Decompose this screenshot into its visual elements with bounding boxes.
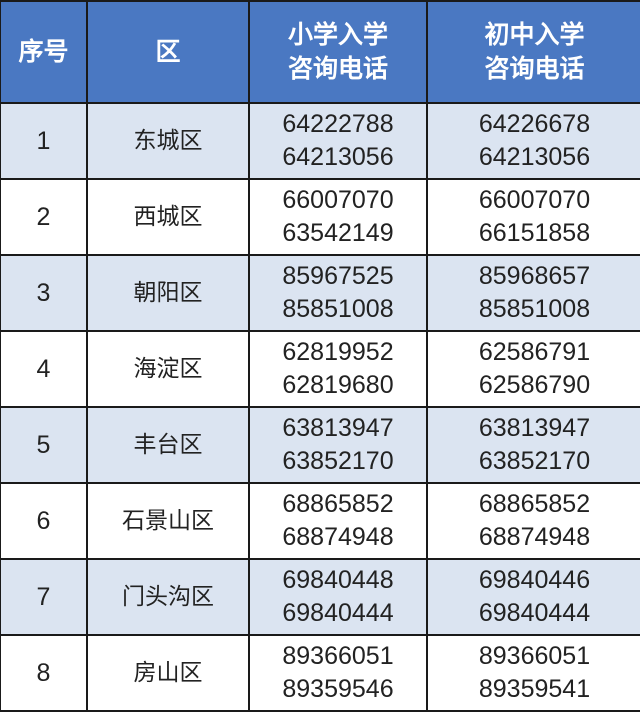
table-row: 4 海淀区 62819952 62819680 62586791 62586790	[0, 330, 640, 408]
row-number: 3	[0, 254, 88, 332]
row-number: 4	[0, 330, 88, 408]
row-number: 6	[0, 482, 88, 560]
phone-number: 66007070	[478, 186, 591, 214]
table-row: 8 房山区 89366051 89359546 89366051 89359541	[0, 634, 640, 712]
row-number: 1	[0, 102, 88, 180]
enrollment-phone-table: 序号 区 小学入学 咨询电话 初中入学 咨询电话 1 东城区 64222788 642…	[0, 0, 640, 712]
table-row: 3 朝阳区 85967525 85851008 85968657 85851008	[0, 254, 640, 332]
table-row: 2 西城区 66007070 63542149 66007070 66151858	[0, 178, 640, 256]
primary-phone-cell: 68865852 68874948	[248, 482, 428, 560]
primary-phone-cell: 66007070 63542149	[248, 178, 428, 256]
phone-number: 64213056	[478, 143, 591, 171]
table-row: 5 丰台区 63813947 63852170 63813947 63852170	[0, 406, 640, 484]
middle-phone-cell: 66007070 66151858	[426, 178, 640, 256]
phone-number: 69840444	[478, 599, 591, 627]
phone-number: 89366051	[478, 642, 591, 670]
phone-number: 68865852	[478, 490, 591, 518]
primary-phone-cell: 89366051 89359546	[248, 634, 428, 712]
phone-number: 85851008	[478, 295, 591, 323]
phone-number: 63852170	[478, 447, 591, 475]
middle-phone-cell: 64226678 64213056	[426, 102, 640, 180]
row-number: 8	[0, 634, 88, 712]
header-number: 序号	[0, 0, 88, 104]
district-name: 石景山区	[86, 482, 250, 560]
phone-number: 64222788	[282, 110, 394, 138]
table-row: 1 东城区 64222788 64213056 64226678 64213056	[0, 102, 640, 180]
phone-number: 85851008	[282, 295, 394, 323]
middle-phone-cell: 68865852 68874948	[426, 482, 640, 560]
phone-number: 68874948	[478, 523, 591, 551]
header-row: 序号 区 小学入学 咨询电话 初中入学 咨询电话	[0, 0, 640, 104]
phone-number: 62586791	[478, 338, 591, 366]
district-name: 东城区	[86, 102, 250, 180]
phone-number: 68865852	[282, 490, 394, 518]
middle-phone-cell: 85968657 85851008	[426, 254, 640, 332]
middle-phone-cell: 89366051 89359541	[426, 634, 640, 712]
phone-number: 85968657	[478, 262, 591, 290]
phone-number: 85967525	[282, 262, 394, 290]
phone-number: 64213056	[282, 143, 394, 171]
header-text: 初中入学	[484, 20, 585, 49]
row-number: 7	[0, 558, 88, 636]
phone-number: 63852170	[282, 447, 394, 475]
district-name: 朝阳区	[86, 254, 250, 332]
phone-number: 69840446	[478, 566, 591, 594]
phone-number: 66151858	[478, 219, 591, 247]
phone-number: 63813947	[478, 414, 591, 442]
table-row: 7 门头沟区 69840448 69840444 69840446 69840444	[0, 558, 640, 636]
table-row: 6 石景山区 68865852 68874948 68865852 68874948	[0, 482, 640, 560]
district-name: 丰台区	[86, 406, 250, 484]
phone-number: 89359541	[478, 675, 591, 703]
phone-number: 64226678	[478, 110, 591, 138]
header-district: 区	[86, 0, 250, 104]
phone-number: 89366051	[282, 642, 394, 670]
middle-phone-cell: 63813947 63852170	[426, 406, 640, 484]
middle-phone-cell: 62586791 62586790	[426, 330, 640, 408]
middle-phone-cell: 69840446 69840444	[426, 558, 640, 636]
primary-phone-cell: 69840448 69840444	[248, 558, 428, 636]
phone-number: 62586790	[478, 371, 591, 399]
phone-number: 62819680	[282, 371, 394, 399]
district-name: 海淀区	[86, 330, 250, 408]
row-number: 2	[0, 178, 88, 256]
phone-number: 62819952	[282, 338, 394, 366]
header-text: 咨询电话	[287, 54, 388, 83]
district-name: 房山区	[86, 634, 250, 712]
primary-phone-cell: 85967525 85851008	[248, 254, 428, 332]
row-number: 5	[0, 406, 88, 484]
district-name: 西城区	[86, 178, 250, 256]
header-text: 咨询电话	[484, 54, 585, 83]
header-text: 小学入学	[287, 20, 388, 49]
primary-phone-cell: 64222788 64213056	[248, 102, 428, 180]
phone-number: 63542149	[282, 219, 394, 247]
phone-number: 69840444	[282, 599, 394, 627]
header-middle-phone: 初中入学 咨询电话	[426, 0, 640, 104]
header-primary-phone: 小学入学 咨询电话	[248, 0, 428, 104]
phone-number: 89359546	[282, 675, 394, 703]
phone-number: 69840448	[282, 566, 394, 594]
district-name: 门头沟区	[86, 558, 250, 636]
primary-phone-cell: 63813947 63852170	[248, 406, 428, 484]
phone-number: 63813947	[282, 414, 394, 442]
primary-phone-cell: 62819952 62819680	[248, 330, 428, 408]
phone-number: 66007070	[282, 186, 394, 214]
phone-number: 68874948	[282, 523, 394, 551]
